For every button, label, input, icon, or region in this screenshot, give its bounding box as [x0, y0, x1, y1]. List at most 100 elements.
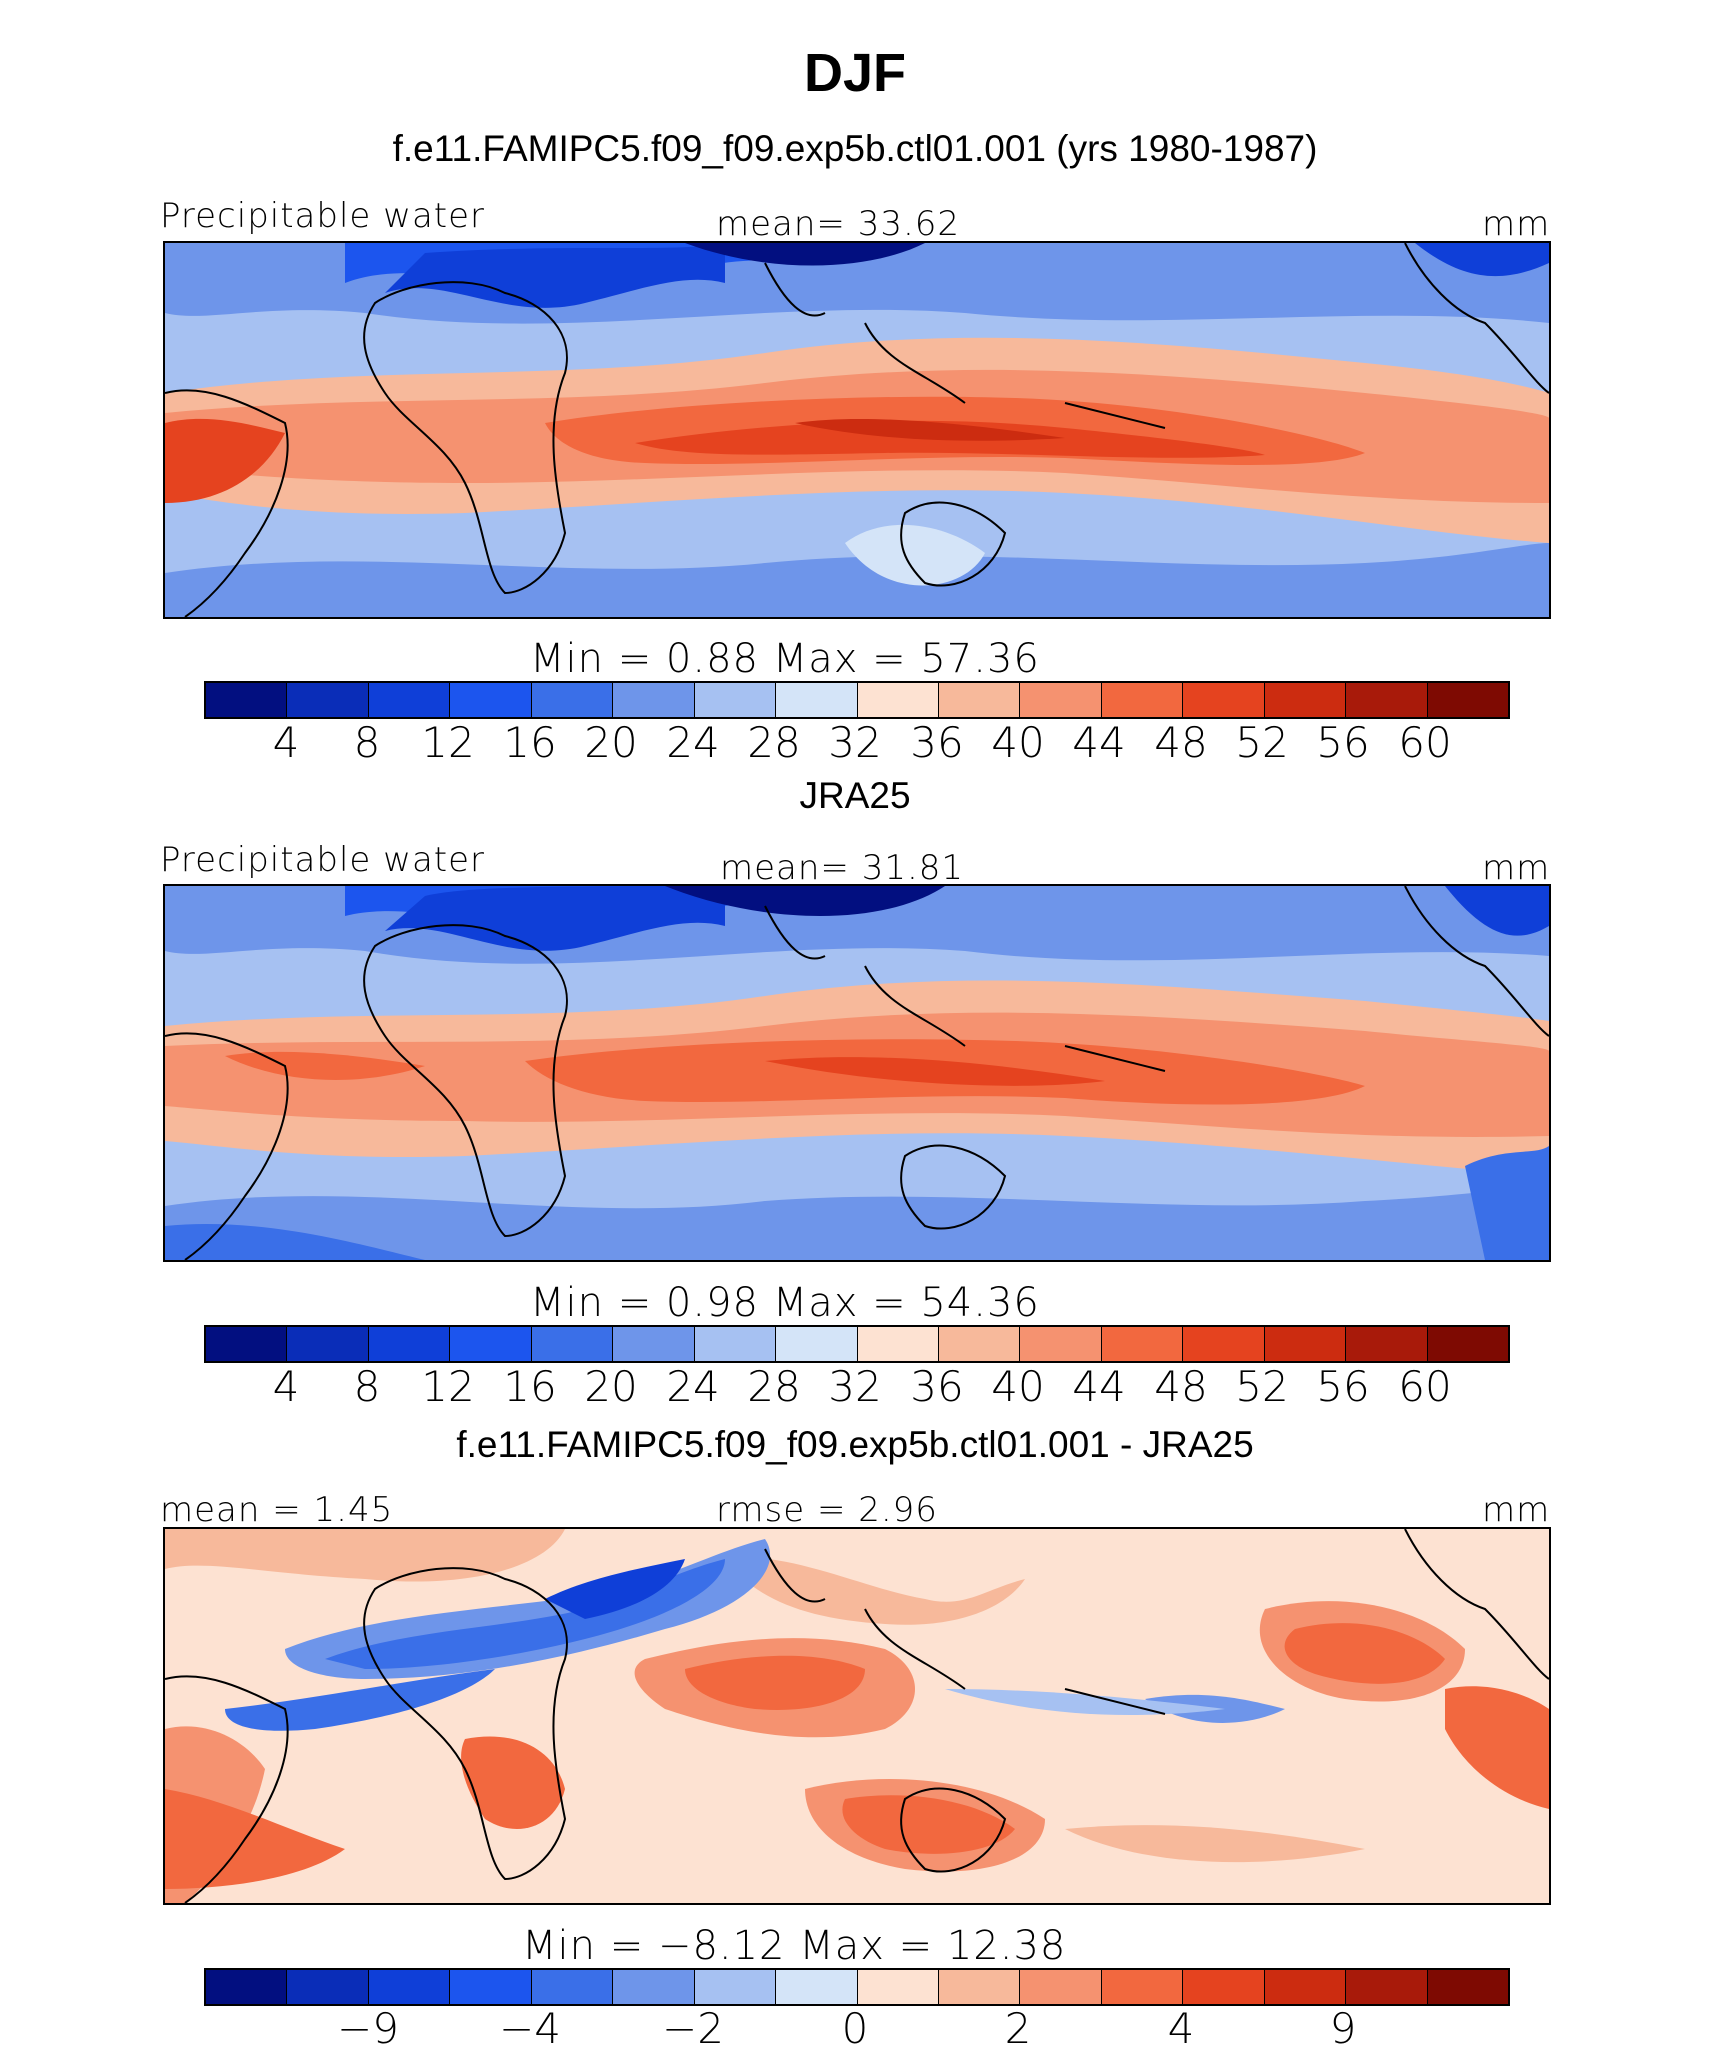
panel2-colorbar-swatch-9: [857, 1327, 939, 1361]
panel1-colorbar-swatch-5: [531, 683, 614, 717]
panel2-tick: 36: [910, 1362, 964, 1411]
panel1-tick: 4: [272, 718, 300, 767]
panel1-tick: 52: [1235, 718, 1289, 767]
panel1-tick: 44: [1072, 718, 1126, 767]
panel3-rmse-label: rmse = 2.96: [716, 1490, 938, 1530]
panel3-mean-label: mean = 1.45: [160, 1490, 394, 1530]
panel3-units-label: mm: [1482, 1490, 1551, 1530]
panel3-tick: 2: [1004, 2004, 1032, 2053]
panel2-colorbar-swatch-5: [531, 1327, 614, 1361]
panel1-mean-label: mean= 33.62: [716, 204, 961, 244]
panel2-tick: 20: [584, 1362, 638, 1411]
panel1-tick: 40: [991, 718, 1045, 767]
panel1-colorbar-swatch-11: [1020, 683, 1102, 717]
panel2-colorbar-swatch-13: [1183, 1327, 1265, 1361]
panel1-tick: 28: [747, 718, 801, 767]
panel3-colorbar-swatch-1: [206, 1970, 288, 2004]
panel2-colorbar-swatch-15: [1346, 1327, 1428, 1361]
panel1-map: [163, 241, 1551, 619]
panel2-colorbar-swatch-16: [1427, 1327, 1508, 1361]
panel1-colorbar-swatch-15: [1346, 683, 1428, 717]
panel1-minmax: Min = 0.88 Max = 57.36: [530, 636, 1040, 682]
panel2-heading: JRA25: [799, 775, 911, 816]
panel2-colorbar-swatch-11: [1020, 1327, 1102, 1361]
panel1-colorbar-swatch-6: [613, 683, 695, 717]
panel2-map: [163, 884, 1551, 1262]
panel3-colorbar-swatch-10: [938, 1970, 1021, 2004]
panel2-tick: 60: [1398, 1362, 1452, 1411]
panel2-colorbar-swatch-10: [938, 1327, 1021, 1361]
panel3-tick: −4: [499, 2004, 561, 2053]
panel3-colorbar: [204, 1968, 1510, 2006]
panel1-heading: f.e11.FAMIPC5.f09_f09.exp5b.ctl01.001 (y…: [392, 128, 1318, 169]
panel1-tick: 12: [421, 718, 475, 767]
panel3-map-svg: [165, 1529, 1549, 1903]
panel3-tick: −2: [662, 2004, 724, 2053]
panel2-tick: 28: [747, 1362, 801, 1411]
panel3-colorbar-swatch-5: [531, 1970, 614, 2004]
panel2-tick: 8: [353, 1362, 381, 1411]
panel1-colorbar-swatch-7: [694, 683, 777, 717]
panel3-colorbar-swatch-12: [1101, 1970, 1184, 2004]
panel2-tick: 48: [1154, 1362, 1208, 1411]
panel2-tick: 24: [666, 1362, 720, 1411]
panel2-colorbar-swatch-3: [368, 1327, 451, 1361]
panel1-colorbar-swatch-9: [857, 683, 939, 717]
panel2-colorbar-swatch-7: [694, 1327, 777, 1361]
panel3-colorbar-swatch-4: [450, 1970, 532, 2004]
panel2-variable-label: Precipitable water: [160, 840, 486, 880]
panel3-colorbar-swatch-16: [1427, 1970, 1508, 2004]
panel1-map-svg: [165, 243, 1549, 617]
panel1-colorbar-swatch-14: [1264, 683, 1347, 717]
panel3-tick: −9: [337, 2004, 399, 2053]
panel3-colorbar-swatch-6: [613, 1970, 695, 2004]
panel3-heading: f.e11.FAMIPC5.f09_f09.exp5b.ctl01.001 - …: [456, 1424, 1254, 1465]
panel1-tick: 32: [828, 718, 882, 767]
panel1-tick: 48: [1154, 718, 1208, 767]
panel3-tick: 9: [1329, 2004, 1357, 2053]
panel1-units-label: mm: [1482, 204, 1551, 244]
panel2-tick: 56: [1316, 1362, 1370, 1411]
panel3-minmax: Min = −8.12 Max = 12.38: [522, 1923, 1067, 1969]
panel1-tick: 20: [584, 718, 638, 767]
panel2-tick: 40: [991, 1362, 1045, 1411]
panel1-colorbar: [204, 681, 1510, 719]
panel1-colorbar-swatch-2: [287, 683, 369, 717]
panel1-colorbar-swatch-10: [938, 683, 1021, 717]
panel2-mean-label: mean= 31.81: [720, 848, 965, 888]
panel3-colorbar-swatch-11: [1020, 1970, 1102, 2004]
panel2-map-svg: [165, 886, 1549, 1260]
panel3-colorbar-swatch-7: [694, 1970, 777, 2004]
panel3-tick: 4: [1167, 2004, 1195, 2053]
panel2-colorbar-swatch-8: [776, 1327, 858, 1361]
panel2-tick: 32: [828, 1362, 882, 1411]
panel3-colorbar-swatch-15: [1346, 1970, 1428, 2004]
panel2-units-label: mm: [1482, 848, 1551, 888]
panel3-tick: 0: [841, 2004, 869, 2053]
panel2-tick: 16: [503, 1362, 557, 1411]
panel1-colorbar-swatch-8: [776, 683, 858, 717]
panel2-colorbar-swatch-6: [613, 1327, 695, 1361]
panel2-colorbar: [204, 1325, 1510, 1363]
panel3-colorbar-swatch-14: [1264, 1970, 1347, 2004]
panel2-tick: 52: [1235, 1362, 1289, 1411]
panel2-tick: 44: [1072, 1362, 1126, 1411]
panel3-colorbar-swatch-2: [287, 1970, 369, 2004]
panel1-tick: 8: [353, 718, 381, 767]
panel3-colorbar-swatch-9: [857, 1970, 939, 2004]
panel1-tick: 56: [1316, 718, 1370, 767]
panel1-colorbar-swatch-1: [206, 683, 288, 717]
panel1-colorbar-swatch-3: [368, 683, 451, 717]
panel2-colorbar-swatch-12: [1101, 1327, 1184, 1361]
panel3-map: [163, 1527, 1551, 1905]
panel1-colorbar-swatch-12: [1101, 683, 1184, 717]
panel1-tick: 60: [1398, 718, 1452, 767]
panel2-tick: 12: [421, 1362, 475, 1411]
panel1-tick: 16: [503, 718, 557, 767]
panel2-tick: 4: [272, 1362, 300, 1411]
panel1-colorbar-swatch-16: [1427, 683, 1508, 717]
panel1-tick: 36: [910, 718, 964, 767]
panel3-colorbar-swatch-3: [368, 1970, 451, 2004]
panel1-tick: 24: [666, 718, 720, 767]
panel2-colorbar-swatch-4: [450, 1327, 532, 1361]
